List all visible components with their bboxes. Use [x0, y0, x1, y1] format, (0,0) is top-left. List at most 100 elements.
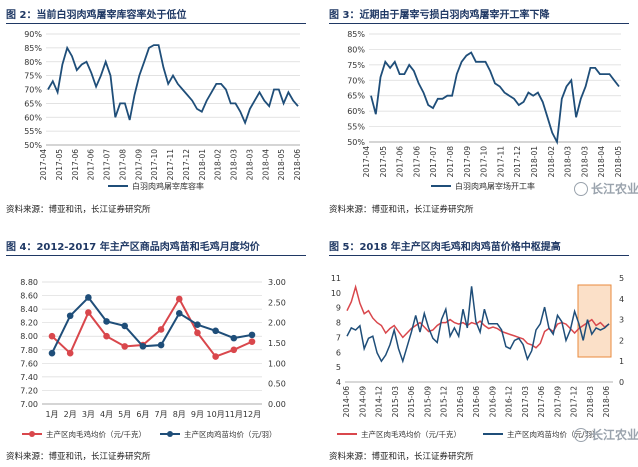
y-right-tick-label: 0.00: [268, 400, 286, 409]
data-point: [48, 332, 56, 340]
data-point: [194, 321, 201, 328]
y-left-tick-label: 8.40: [20, 305, 38, 314]
x-tick-label: 2017-06: [537, 386, 546, 418]
x-tick-label: 2018-03: [245, 149, 254, 181]
legend-marker: [29, 431, 35, 437]
x-tick-label: 2017-08: [118, 149, 127, 181]
y-tick-label: 60%: [24, 113, 42, 122]
x-tick-label: 2017-12: [570, 386, 579, 418]
y-tick-label: 60%: [347, 107, 365, 116]
x-tick-label: 2017-11: [166, 149, 175, 181]
y-left-tick-label: 7.00: [20, 400, 38, 409]
y-tick-label: 75%: [347, 61, 365, 70]
x-tick-label: 2015-03: [391, 386, 400, 418]
x-tick-label: 2018-04: [261, 149, 270, 181]
x-tick-label: 2017-07: [103, 149, 112, 181]
watermark-text-2: 长江农业: [591, 428, 638, 442]
data-point: [230, 334, 238, 342]
y-tick-label: 65%: [24, 99, 42, 108]
x-tick-label: 2017-09: [553, 386, 562, 418]
watermark-icon: [574, 182, 588, 196]
y-left-tick-label: 9: [336, 304, 341, 313]
data-point: [66, 312, 74, 320]
y-left-tick-label: 8.20: [20, 319, 38, 328]
x-tick-label: 2014-09: [358, 386, 367, 418]
x-tick-label: 1月: [45, 410, 58, 419]
y-tick-label: 55%: [347, 123, 365, 132]
x-tick-label: 9月: [191, 410, 204, 419]
figure-4-rule: [6, 255, 306, 256]
data-point: [175, 295, 183, 303]
x-tick-label: 10月: [207, 410, 225, 419]
x-tick-label: 12月: [243, 410, 261, 419]
figure-2-source: 资料来源：博亚和讯，长江证券研究所: [6, 205, 151, 215]
x-tick-label: 2月: [64, 410, 77, 419]
y-right-tick-label: 3.00: [268, 278, 286, 287]
figure-4-chart: 7.00 7.20 7.40 7.60 7.80 8.00 8.20 8.40 8.60 8.80…: [20, 278, 286, 439]
y-tick-label: 65%: [347, 92, 365, 101]
y-tick-label: 55%: [24, 127, 42, 136]
x-tick-label: 3月: [82, 410, 95, 419]
data-point: [248, 331, 256, 339]
x-tick-label: 2018-05: [277, 149, 286, 181]
figure-2-rule: [6, 23, 306, 24]
data-point: [85, 309, 92, 316]
y-tick-label: 70%: [347, 76, 365, 85]
figure-5-chart: 4 5 6 7 8 9 10 11 0 1 2 3 4 5 2014-06 2014-09 2014-12 201…: [331, 274, 624, 439]
y-right-tick-label: 0: [619, 378, 624, 387]
y-left-tick-label: 8.00: [20, 332, 38, 341]
x-tick-label: 4月: [100, 410, 113, 419]
x-tick-label: 2017-09: [463, 146, 472, 178]
y-right-tick-label: 5: [619, 274, 624, 283]
watermark-icon-2: [574, 428, 588, 442]
data-point: [212, 353, 219, 360]
x-tick-label: 2017-10: [480, 146, 489, 178]
x-tick-label: 2016-09: [488, 386, 497, 418]
y-left-tick-label: 4: [336, 378, 341, 387]
x-tick-label: 2015-06: [407, 386, 416, 418]
x-tick-label: 2017-12: [513, 146, 522, 178]
x-tick-label: 2014-06: [342, 386, 351, 418]
x-tick-label: 11月: [225, 410, 243, 419]
highlight-box: [577, 284, 612, 358]
y-left-tick-label: 11: [331, 274, 341, 283]
y-right-tick-label: 1.50: [268, 339, 286, 348]
x-tick-label: 2017-07: [429, 146, 438, 178]
data-point: [157, 341, 165, 349]
y-tick-label: 80%: [347, 45, 365, 54]
x-tick-label: 8月: [173, 410, 186, 419]
y-right-tick-label: 1.00: [268, 359, 286, 368]
x-tick-label: 2018-03: [586, 386, 595, 418]
y-tick-label: 70%: [24, 86, 42, 95]
series-line: [370, 51, 620, 146]
x-tick-label: 2016-12: [505, 386, 514, 418]
x-tick-label: 2016-03: [456, 386, 465, 418]
x-tick-label: 2017-06: [396, 146, 405, 178]
data-point: [157, 326, 165, 333]
data-point: [48, 349, 56, 357]
x-tick-label: 7月: [155, 410, 168, 419]
figure-3-source: 资料来源：博亚和讯，长江证券研究所: [329, 205, 474, 215]
legend-label: 白羽肉鸡屠宰库容率: [132, 181, 204, 191]
y-tick-label: 50%: [347, 138, 365, 147]
y-left-tick-label: 8: [336, 319, 341, 328]
figure-5-rule: [329, 255, 629, 256]
data-point: [175, 310, 183, 317]
x-tick-label: 2018-04: [597, 146, 606, 178]
figure-3-rule: [329, 23, 629, 24]
x-tick-label: 2017-12: [182, 149, 191, 181]
data-point: [139, 342, 147, 350]
x-tick-label: 2017-06: [71, 149, 80, 181]
x-tick-label: 2018-03: [580, 146, 589, 178]
x-tick-label: 2017-05: [379, 146, 388, 178]
x-tick-label: 2017-08: [446, 146, 455, 178]
y-right-tick-label: 3: [619, 316, 624, 325]
x-tick-label: 2018-06: [602, 386, 611, 418]
legend-label: 白羽肉鸡屠宰场开工率: [455, 181, 535, 191]
y-left-tick-label: 7.40: [20, 373, 38, 382]
y-tick-label: 85%: [347, 30, 365, 39]
figure-3-chart: 50% 55% 60% 65% 70% 75% 80% 85% 2017-04 2017-05 20…: [347, 30, 623, 191]
data-point: [248, 338, 256, 345]
x-tick-label: 5月: [118, 410, 131, 419]
y-left-tick-label: 6: [336, 348, 341, 357]
